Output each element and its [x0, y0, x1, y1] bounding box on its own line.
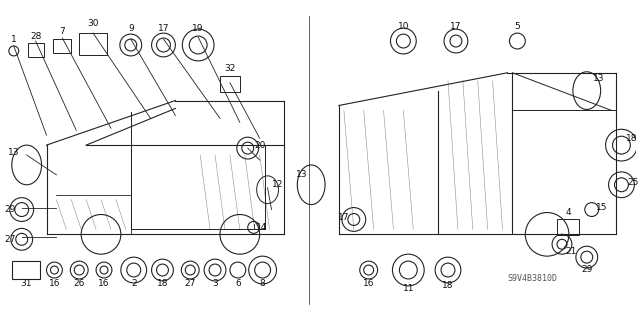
Text: 18: 18	[442, 281, 454, 290]
Bar	[220, 76, 240, 92]
Bar	[79, 33, 107, 55]
Text: 29: 29	[4, 205, 15, 214]
Text: 12: 12	[272, 180, 283, 189]
Bar	[12, 261, 40, 279]
Text: 32: 32	[224, 64, 236, 73]
Text: 17: 17	[157, 24, 169, 33]
Text: 13: 13	[8, 148, 20, 157]
Text: 27: 27	[184, 279, 196, 288]
Text: 11: 11	[403, 284, 414, 293]
Text: 9: 9	[128, 24, 134, 33]
Text: 16: 16	[49, 279, 60, 288]
Text: 19: 19	[193, 24, 204, 33]
Text: 15: 15	[596, 203, 607, 212]
Text: 10: 10	[397, 22, 409, 31]
Text: 5: 5	[515, 22, 520, 31]
Text: 30: 30	[87, 19, 99, 28]
Bar	[557, 219, 579, 235]
Text: 13: 13	[296, 170, 307, 179]
Text: 17: 17	[338, 213, 349, 222]
Text: 13: 13	[593, 74, 604, 83]
Text: 4: 4	[565, 208, 571, 217]
Text: 21: 21	[565, 247, 577, 256]
Text: 3: 3	[212, 279, 218, 288]
Text: 16: 16	[99, 279, 109, 288]
Text: 25: 25	[628, 178, 639, 187]
Bar	[54, 39, 71, 53]
Text: 29: 29	[581, 264, 593, 273]
Text: S9V4B3810D: S9V4B3810D	[508, 274, 557, 284]
Text: 17: 17	[450, 22, 461, 31]
Text: 1: 1	[11, 34, 17, 44]
Text: 14: 14	[256, 223, 268, 232]
Text: 7: 7	[60, 26, 65, 36]
Text: 18: 18	[626, 134, 637, 143]
Bar	[28, 43, 44, 57]
Text: 28: 28	[30, 32, 42, 41]
Text: 8: 8	[260, 279, 266, 288]
Text: 2: 2	[131, 279, 136, 288]
Text: 26: 26	[74, 279, 85, 288]
Text: 27: 27	[4, 235, 15, 244]
Text: 18: 18	[157, 279, 168, 288]
Text: 20: 20	[254, 141, 266, 150]
Text: 6: 6	[235, 279, 241, 288]
Text: 16: 16	[363, 279, 374, 288]
Text: 31: 31	[20, 279, 31, 288]
